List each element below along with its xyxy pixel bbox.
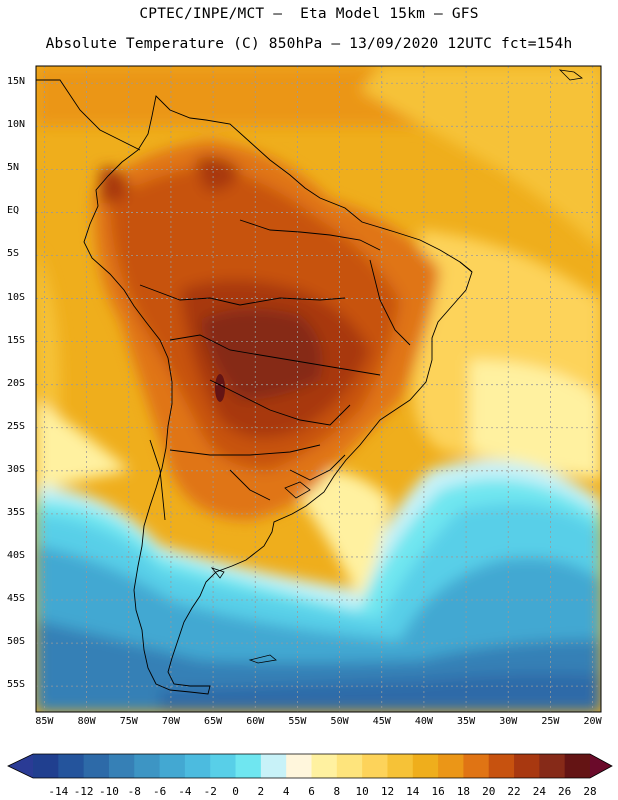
colorbar-label: -2 (203, 785, 217, 798)
latitude-label: 10S (7, 291, 26, 303)
latitude-label: 15N (7, 76, 26, 88)
colorbar-outline (7, 753, 613, 779)
longitude-label: 35W (457, 716, 476, 727)
colorbar-label: 16 (431, 785, 445, 798)
colorbar-label: 20 (482, 785, 496, 798)
latitude-label: 5N (7, 162, 20, 174)
colorbar-label: 6 (308, 785, 315, 798)
colorbar-swatch (33, 754, 59, 778)
temperature-colorbar (7, 753, 613, 779)
longitude-label: 65W (204, 716, 223, 727)
latitude-label: 25S (7, 420, 26, 432)
colorbar-swatch (539, 754, 566, 778)
colorbar-label: -6 (152, 785, 167, 798)
colorbar-swatch (514, 754, 540, 778)
longitude-label: 20W (583, 716, 602, 727)
colorbar-label: 10 (355, 785, 369, 798)
longitude-label: 40W (414, 716, 433, 727)
temperature-field (36, 66, 601, 712)
colorbar-label: -10 (99, 785, 119, 798)
colorbar-label: 28 (583, 785, 597, 798)
colorbar-label: -12 (73, 785, 94, 798)
colorbar-label: 22 (507, 785, 521, 798)
coastline-outline (36, 79, 473, 695)
latitude-label: 50S (7, 636, 26, 648)
colorbar-swatch (336, 754, 363, 778)
latitude-label: 30S (7, 463, 26, 475)
latitude-label: 15S (7, 334, 26, 346)
longitude-label: 85W (35, 716, 54, 727)
longitude-label: 80W (77, 716, 96, 727)
colorbar-swatch (108, 754, 135, 778)
colorbar-label: 8 (333, 785, 341, 798)
map-title-line-1: CPTEC/INPE/MCT — Eta Model 15km — GFS (139, 6, 479, 22)
colorbar-label: -8 (127, 785, 141, 798)
colorbar-label: -4 (178, 785, 192, 798)
colorbar-label: 14 (406, 785, 420, 798)
latitude-label: 35S (7, 506, 26, 518)
colorbar-label: 0 (232, 785, 239, 798)
map-title-line-2: Absolute Temperature (C) 850hPa — 13/09/… (45, 36, 573, 52)
colorbar-swatch (564, 754, 591, 778)
colorbar-swatch (184, 754, 211, 778)
latitude-label: 5S (7, 248, 20, 260)
colorbar-swatch (362, 754, 388, 778)
latitude-label: 55S (7, 679, 26, 691)
latitude-label: 45S (7, 593, 26, 605)
colorbar-swatch (438, 754, 464, 778)
colorbar-label: 18 (456, 785, 471, 798)
colorbar-swatch (286, 754, 312, 778)
latitude-label: 40S (7, 549, 26, 561)
colorbar-label: 26 (558, 785, 572, 798)
longitude-label: 70W (161, 716, 180, 727)
colorbar-swatch (58, 754, 85, 778)
longitude-label: 50W (330, 716, 349, 727)
colorbar-swatch (463, 754, 490, 778)
colorbar-label: 2 (257, 785, 265, 798)
longitude-label: 60W (246, 716, 265, 727)
longitude-label: 30W (499, 716, 518, 727)
graticule (36, 66, 601, 712)
latitude-label: 20S (7, 377, 26, 389)
colorbar-swatch (311, 754, 338, 778)
colorbar-swatch (235, 754, 262, 778)
colorbar-under-arrow (8, 754, 33, 778)
latitude-label: EQ (7, 205, 20, 217)
latitude-label: 10N (7, 119, 26, 131)
colorbar-label: 24 (532, 785, 546, 798)
longitude-label: 55W (288, 716, 307, 727)
longitude-label: 75W (119, 716, 138, 727)
colorbar-swatch (488, 754, 515, 778)
colorbar-swatch (134, 754, 161, 778)
longitude-label: 45W (372, 716, 391, 727)
colorbar-label: 4 (282, 785, 290, 798)
longitude-label: 25W (541, 716, 560, 727)
colorbar-swatch (387, 754, 414, 778)
colorbar-label: -14 (48, 785, 69, 798)
colorbar-swatch (412, 754, 439, 778)
colorbar-over-arrow (590, 754, 612, 778)
colorbar-swatch (210, 754, 237, 778)
colorbar-label: 12 (380, 785, 395, 798)
colorbar-swatch (260, 754, 287, 778)
colorbar-swatch (83, 754, 110, 778)
colorbar-swatch (159, 754, 186, 778)
